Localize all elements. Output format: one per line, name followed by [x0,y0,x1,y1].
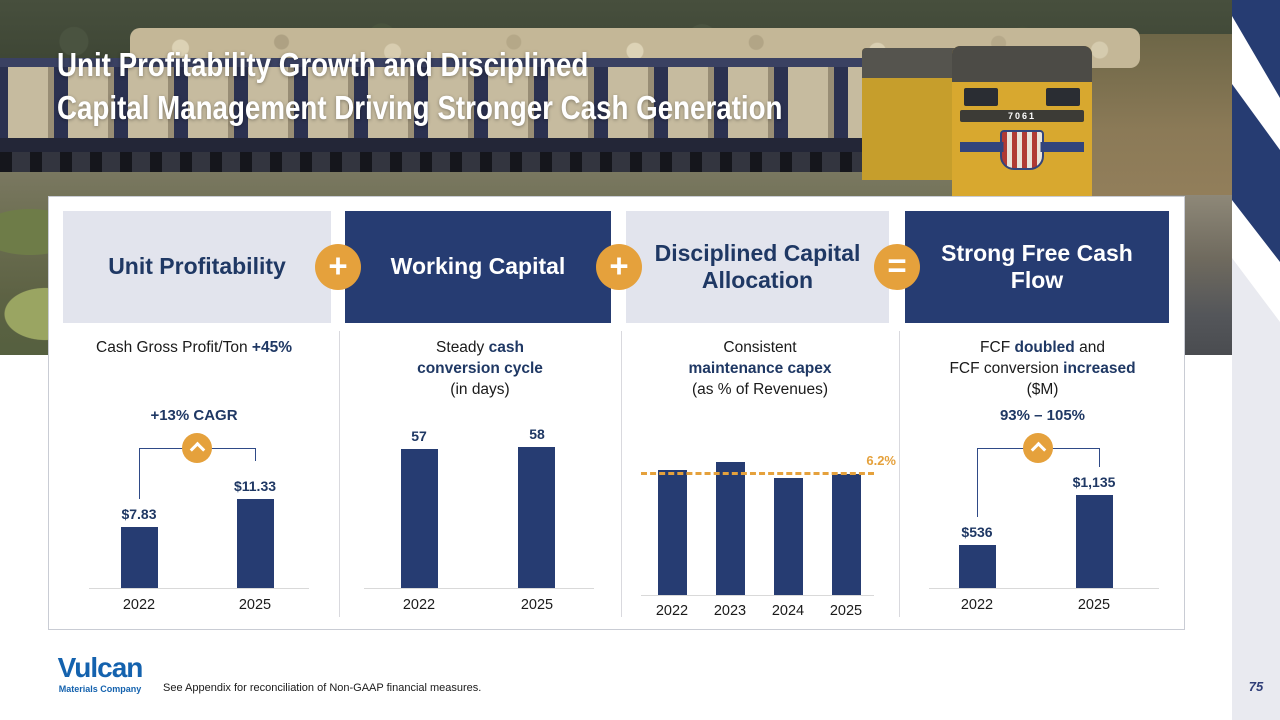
column-divider [339,331,340,617]
axis-baseline [641,595,874,596]
content-card: Unit Profitability + Working Capital + D… [48,196,1185,630]
locomotive-number: 7061 [960,110,1084,122]
header-block-working-capital: Working Capital [345,211,611,323]
bar-2024 [774,477,803,596]
x-tick-label: 2023 [713,603,747,619]
header-label: Unit Profitability [108,253,286,280]
chart-headline: Steady cash conversion cycle (in days) [417,339,543,398]
locomotive-wing-stripe [960,142,1084,152]
column-divider [899,331,900,617]
bar-2023 [716,462,745,596]
x-tick-label: 2022 [655,603,689,619]
logo-subtitle: Materials Company [58,684,142,694]
header-block-free-cash-flow: Strong Free Cash Flow [905,211,1169,323]
cagr-annotation: +13% CAGR [150,407,238,424]
x-tick-label: 2025 [520,597,554,613]
bar-value-label: $536 [961,523,993,540]
bracket-line [977,448,978,517]
diagonal-stripes-decoration [1232,0,1280,720]
header-label: Working Capital [390,253,566,280]
photo-locomotive-rear [862,48,968,180]
plus-icon: + [315,244,361,290]
bracket-line [139,448,140,499]
logo-wordmark: Vulcan [57,652,144,683]
x-tick-label: 2022 [402,597,436,613]
side-strip: 75 [1232,0,1280,720]
title-line-1: Unit Profitability Growth and Discipline… [57,46,589,83]
fcf-conversion-annotation: 93% – 105% [999,407,1086,424]
arrow-up-badge-icon [182,433,212,463]
panel-free-cash-flow: FCF doubled and FCF conversion increased… [899,331,1186,631]
bracket-line [255,448,256,461]
footnote: See Appendix for reconciliation of Non-G… [163,682,482,694]
header-label: Strong Free Cash Flow [941,239,1133,293]
chart-headline: FCF doubled and FCF conversion increased… [949,339,1136,398]
bar-2022 [959,544,996,589]
photo-locomotive-front: 7061 [952,46,1092,196]
bar-value-label: $1,135 [1072,474,1116,490]
header-label: Disciplined Capital Allocation [654,239,861,293]
locomotive-windshield [964,88,998,106]
chart-headline: Consistent maintenance capex (as % of Re… [688,339,832,398]
arrow-up-badge-icon [1023,433,1053,463]
panel-capital-allocation: Consistent maintenance capex (as % of Re… [621,331,899,631]
column-divider [621,331,622,617]
reference-dashed-line [641,472,874,475]
equals-icon: = [874,244,920,290]
bar-value-label: $11.33 [233,478,277,494]
page-title: Unit Profitability Growth and Discipline… [57,44,782,130]
bar-value-label: 57 [411,428,427,445]
panel-working-capital: Steady cash conversion cycle (in days) 5… [339,331,621,631]
bar-2025 [832,473,861,596]
bar-2022 [658,469,687,596]
bar-2025 [237,499,274,589]
chart-headline: Cash Gross Profit/Ton +45% [96,339,292,356]
bracket-line [1099,448,1100,467]
x-tick-label: 2024 [771,603,805,619]
reference-line-label: 6.2% [866,453,896,468]
axis-baseline [929,588,1159,589]
x-tick-label: 2022 [122,597,156,613]
x-tick-label: 2025 [238,597,272,613]
panel-unit-profitability: Cash Gross Profit/Ton +45% +13% CAGR $7.… [49,331,339,631]
header-block-unit-profitability: Unit Profitability [63,211,331,323]
axis-baseline [364,588,594,589]
bar-value-label: $7.83 [121,505,157,522]
bar-2022 [401,449,438,589]
bar-2025 [1076,495,1113,589]
title-line-2: Capital Management Driving Stronger Cash… [57,88,783,126]
bar-2022 [121,526,158,589]
page-number: 75 [1248,679,1264,694]
x-tick-label: 2025 [829,603,863,619]
x-tick-label: 2025 [1077,597,1111,613]
header-block-capital-allocation: Disciplined Capital Allocation [626,211,889,323]
photo-train-cars [0,58,895,154]
bar-2025 [518,447,555,589]
bar-value-label: 58 [529,426,545,442]
axis-baseline [89,588,309,589]
plus-icon: + [596,244,642,290]
vulcan-logo: Vulcan Materials Company [40,652,160,695]
locomotive-windshield [1046,88,1080,106]
x-tick-label: 2022 [960,597,994,613]
